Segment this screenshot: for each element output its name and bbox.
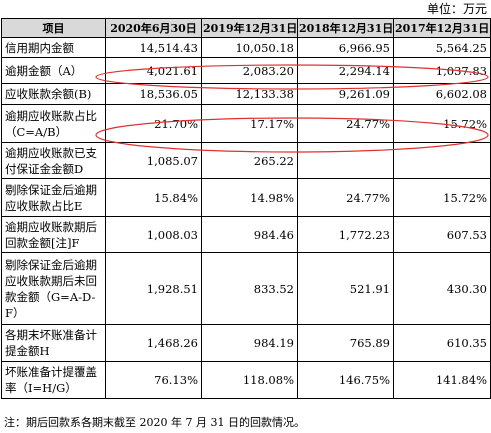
cell-value: 9,261.09 xyxy=(297,83,394,105)
header-2018-12-31: 2018年12月31日 xyxy=(297,18,394,38)
cell-value: 118.08% xyxy=(201,361,298,399)
cell-value: 6,966.95 xyxy=(297,37,394,58)
cell-value: 76.13% xyxy=(105,361,202,399)
row-label: 坏账准备计提覆盖率（I=H/G） xyxy=(1,361,106,399)
row-label: 信用期内金额 xyxy=(1,37,106,58)
cell-value: 765.89 xyxy=(297,324,394,362)
cell-value: 1,468.26 xyxy=(105,324,202,362)
table-row: 信用期内金额 14,514.43 10,050.18 6,966.95 5,56… xyxy=(1,37,491,58)
cell-value: 984.19 xyxy=(201,324,298,362)
cell-value: 1,008.03 xyxy=(105,216,202,253)
row-label: 剔除保证金后逾期应收账款期后未回款金额（G=A-D-F） xyxy=(1,252,106,325)
table-row: 应收账款余额(B) 18,536.05 12,133.38 9,261.09 6… xyxy=(1,83,491,105)
table-row: 各期末坏账准备计提金额H 1,468.26 984.19 765.89 610.… xyxy=(1,324,491,362)
row-label: 应收账款余额(B) xyxy=(1,83,106,105)
cell-value: 833.52 xyxy=(201,252,298,325)
header-2020-06-30: 2020年6月30日 xyxy=(105,18,202,38)
cell-value: 265.22 xyxy=(201,142,298,179)
cell-value: 430.30 xyxy=(393,252,491,325)
cell-value: 5,564.25 xyxy=(393,37,491,58)
cell-value: 610.35 xyxy=(393,324,491,362)
cell-value: 14.98% xyxy=(201,178,298,217)
cell-value: 15.72% xyxy=(393,178,491,217)
table-row: 逾期金额（A） 4,021.61 2,083.20 2,294.14 1,037… xyxy=(1,57,491,84)
table-row: 坏账准备计提覆盖率（I=H/G） 76.13% 118.08% 146.75% … xyxy=(1,361,491,399)
row-label: 逾期应收账款占比（C=A/B） xyxy=(1,104,106,143)
cell-value: 21.70% xyxy=(105,104,202,143)
table-row: 逾期应收账款已支付保证金金额D 1,085.07 265.22 xyxy=(1,142,491,179)
cell-value: 2,083.20 xyxy=(201,57,298,84)
cell-value: 24.77% xyxy=(297,178,394,217)
cell-value xyxy=(393,142,491,179)
row-label: 剔除保证金后逾期应收账款占比E xyxy=(1,178,106,217)
cell-value: 1,037.83 xyxy=(393,57,491,84)
cell-value: 2,294.14 xyxy=(297,57,394,84)
cell-value: 15.72% xyxy=(393,104,491,143)
cell-value: 17.17% xyxy=(201,104,298,143)
cell-value: 984.46 xyxy=(201,216,298,253)
cell-value: 6,602.08 xyxy=(393,83,491,105)
row-label: 逾期应收账款已支付保证金金额D xyxy=(1,142,106,179)
cell-value: 1,085.07 xyxy=(105,142,202,179)
cell-value: 1,772.23 xyxy=(297,216,394,253)
table-row: 剔除保证金后逾期应收账款期后未回款金额（G=A-D-F） 1,928.51 83… xyxy=(1,252,491,325)
cell-value: 15.84% xyxy=(105,178,202,217)
cell-value: 146.75% xyxy=(297,361,394,399)
header-2019-12-31: 2019年12月31日 xyxy=(201,18,298,38)
cell-value: 1,928.51 xyxy=(105,252,202,325)
cell-value xyxy=(297,142,394,179)
header-2017-12-31: 2017年12月31日 xyxy=(393,18,491,38)
row-label: 各期末坏账准备计提金额H xyxy=(1,324,106,362)
table-row: 剔除保证金后逾期应收账款占比E 15.84% 14.98% 24.77% 15.… xyxy=(1,178,491,217)
unit-label: 单位：万元 xyxy=(426,2,487,16)
cell-value: 12,133.38 xyxy=(201,83,298,105)
cell-value: 10,050.18 xyxy=(201,37,298,58)
cell-value: 521.91 xyxy=(297,252,394,325)
receivables-table: 项目 2020年6月30日 2019年12月31日 2018年12月31日 20… xyxy=(1,18,491,399)
cell-value: 607.53 xyxy=(393,216,491,253)
header-item: 项目 xyxy=(1,18,106,38)
row-label: 逾期应收账款期后回款金额[注]F xyxy=(1,216,106,253)
footnote: 注：期后回款系各期末截至 2020 年 7 月 31 日的回款情况。 xyxy=(4,416,305,429)
cell-value: 14,514.43 xyxy=(105,37,202,58)
cell-value: 4,021.61 xyxy=(105,57,202,84)
table-row: 逾期应收账款期后回款金额[注]F 1,008.03 984.46 1,772.2… xyxy=(1,216,491,253)
cell-value: 141.84% xyxy=(393,361,491,399)
cell-value: 24.77% xyxy=(297,104,394,143)
cell-value: 18,536.05 xyxy=(105,83,202,105)
row-label: 逾期金额（A） xyxy=(1,57,106,84)
header-row: 项目 2020年6月30日 2019年12月31日 2018年12月31日 20… xyxy=(1,18,491,38)
table-row: 逾期应收账款占比（C=A/B） 21.70% 17.17% 24.77% 15.… xyxy=(1,104,491,143)
